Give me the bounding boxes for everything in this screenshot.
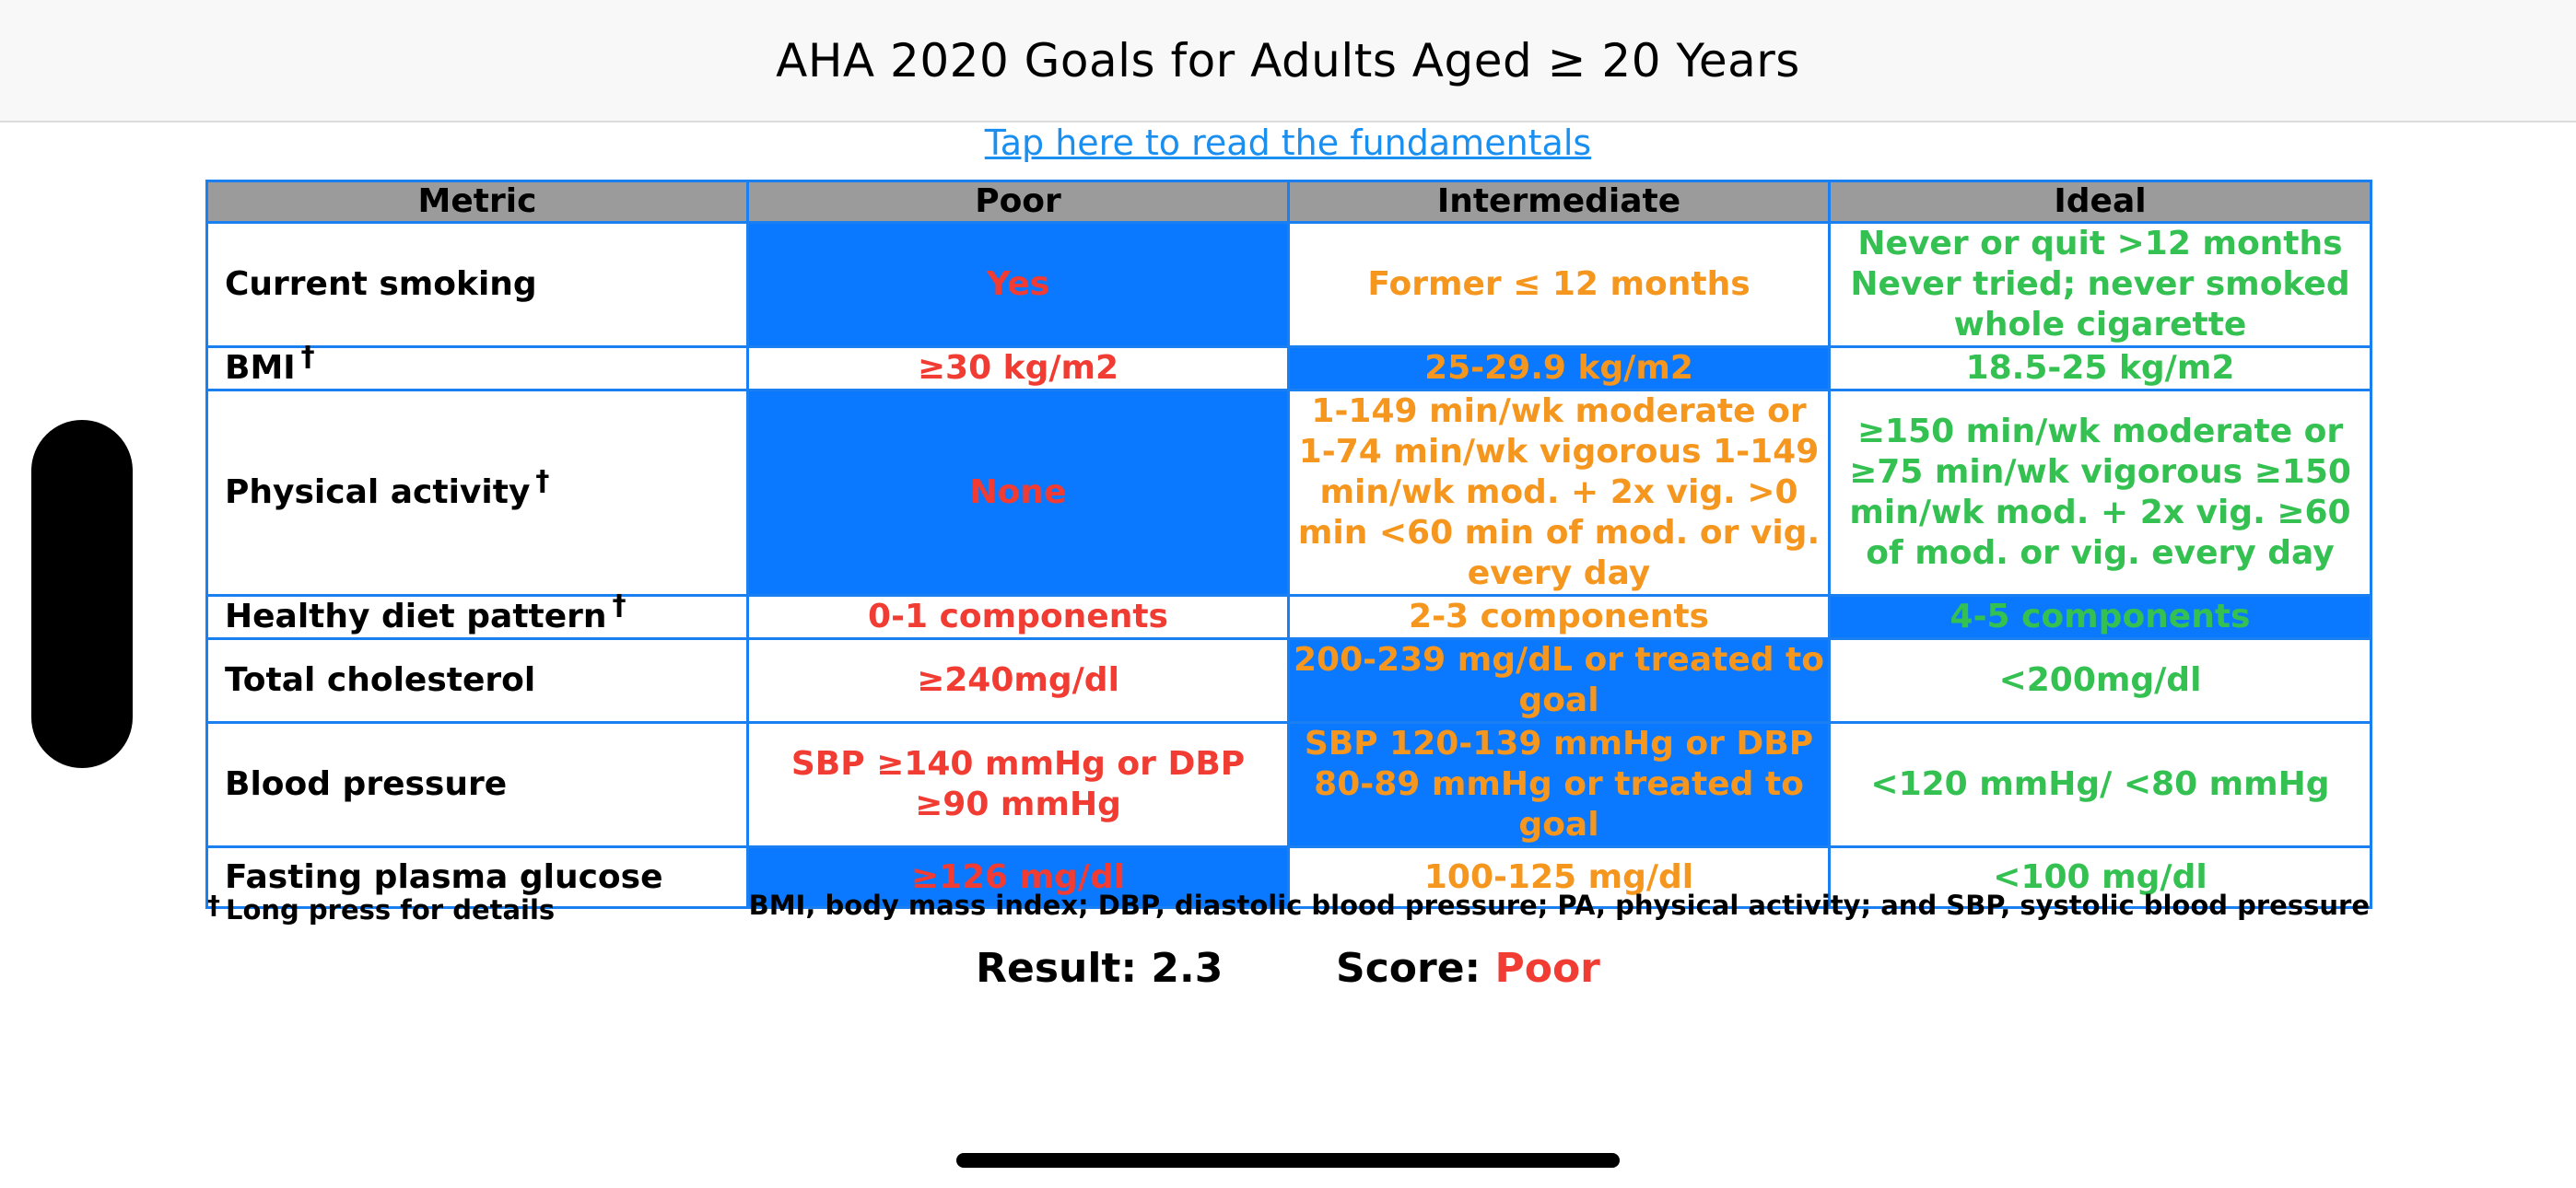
result-summary: Result: 2.3 Score: Poor <box>0 945 2576 992</box>
metric-blood-pressure: Blood pressure <box>205 721 749 848</box>
table-row: BMI † ≥30 kg/m2 25-29.9 kg/m2 18.5-25 kg/… <box>205 344 2372 391</box>
metric-label: Healthy diet pattern <box>225 598 607 635</box>
abbreviations-footnote: BMI, body mass index; DBP, diastolic blo… <box>748 890 2370 921</box>
cell-glucose-ideal[interactable]: <100 mg/dl <box>1828 845 2372 909</box>
metric-label: Current smoking <box>225 265 537 303</box>
table-row: Current smoking Yes Former ≤ 12 months N… <box>205 221 2372 348</box>
metric-label: Fasting plasma glucose <box>225 857 663 896</box>
cell-glucose-poor[interactable]: ≥126 mg/dl <box>746 845 1290 909</box>
metric-total-cholesterol: Total cholesterol <box>205 637 749 724</box>
header-poor: Poor <box>746 180 1290 224</box>
metric-label: Total cholesterol <box>225 661 536 699</box>
cell-bp-intermediate[interactable]: SBP 120-139 mmHg or DBP 80-89 mmHg or tr… <box>1287 721 1831 848</box>
dagger-mark: † <box>612 589 626 622</box>
metric-label: Physical activity <box>225 473 531 511</box>
table-row: Total cholesterol ≥240mg/dl 200-239 mg/d… <box>205 637 2372 724</box>
cell-cholesterol-intermediate[interactable]: 200-239 mg/dL or treated to goal <box>1287 637 1831 724</box>
home-indicator[interactable] <box>956 1153 1620 1168</box>
page-title: AHA 2020 Goals for Adults Aged ≥ 20 Year… <box>776 33 1800 87</box>
table-header-row: Metric Poor Intermediate Ideal <box>205 180 2372 224</box>
dagger-mark: † <box>207 890 220 920</box>
score-value: Poor <box>1494 945 1600 992</box>
cell-bp-ideal[interactable]: <120 mmHg/ <80 mmHg <box>1828 721 2372 848</box>
metric-label: Blood pressure <box>225 765 508 803</box>
metric-label: BMI <box>225 349 296 387</box>
footnote-left-text: Long press for details <box>226 894 556 926</box>
cell-glucose-intermediate[interactable]: 100-125 mg/dl <box>1287 845 1831 909</box>
header-metric: Metric <box>205 180 749 224</box>
navigation-bar: AHA 2020 Goals for Adults Aged ≥ 20 Year… <box>0 0 2576 122</box>
cell-activity-intermediate[interactable]: 1-149 min/wk moderate or 1-74 min/wk vig… <box>1287 389 1831 597</box>
cell-cholesterol-poor[interactable]: ≥240mg/dl <box>746 637 1290 724</box>
table-row: Physical activity † None 1-149 min/wk mod… <box>205 389 2372 597</box>
header-intermediate: Intermediate <box>1287 180 1831 224</box>
cell-cholesterol-ideal[interactable]: <200mg/dl <box>1828 637 2372 724</box>
table-row: Fasting plasma glucose ≥126 mg/dl 100-12… <box>205 845 2372 909</box>
cell-smoking-intermediate[interactable]: Former ≤ 12 months <box>1287 221 1831 348</box>
metric-physical-activity[interactable]: Physical activity † <box>205 389 749 597</box>
result-label: Result: <box>976 945 1138 992</box>
table-row: Healthy diet pattern † 0-1 components 2-3… <box>205 592 2372 640</box>
metric-current-smoking: Current smoking <box>205 221 749 348</box>
cell-diet-ideal[interactable]: 4-5 components <box>1828 594 2372 640</box>
cell-activity-poor[interactable]: None <box>746 389 1290 597</box>
cell-diet-poor[interactable]: 0-1 components <box>746 594 1290 640</box>
result-value: 2.3 <box>1151 945 1224 992</box>
fundamentals-link[interactable]: Tap here to read the fundamentals <box>984 122 1592 163</box>
dagger-mark: † <box>535 465 550 497</box>
goals-table: Metric Poor Intermediate Ideal Current s… <box>205 180 2372 909</box>
cell-bp-poor[interactable]: SBP ≥140 mmHg or DBP ≥90 mmHg <box>746 721 1290 848</box>
cell-bmi-poor[interactable]: ≥30 kg/m2 <box>746 345 1290 391</box>
cell-bmi-ideal[interactable]: 18.5-25 kg/m2 <box>1828 345 2372 391</box>
header-ideal: Ideal <box>1828 180 2372 224</box>
metric-bmi[interactable]: BMI † <box>205 344 749 391</box>
cell-activity-ideal[interactable]: ≥150 min/wk moderate or ≥75 min/wk vigor… <box>1828 389 2372 597</box>
metric-healthy-diet[interactable]: Healthy diet pattern † <box>205 592 749 640</box>
cell-bmi-intermediate[interactable]: 25-29.9 kg/m2 <box>1287 345 1831 391</box>
dagger-mark: † <box>300 341 315 373</box>
metric-fasting-glucose: Fasting plasma glucose <box>205 845 749 909</box>
score-label: Score: <box>1336 945 1481 992</box>
cell-smoking-poor[interactable]: Yes <box>746 221 1290 348</box>
cell-diet-intermediate[interactable]: 2-3 components <box>1287 594 1831 640</box>
long-press-footnote: † Long press for details <box>207 890 555 926</box>
cell-smoking-ideal[interactable]: Never or quit >12 months Never tried; ne… <box>1828 221 2372 348</box>
table-row: Blood pressure SBP ≥140 mmHg or DBP ≥90 … <box>205 721 2372 848</box>
side-handle[interactable] <box>31 420 133 768</box>
